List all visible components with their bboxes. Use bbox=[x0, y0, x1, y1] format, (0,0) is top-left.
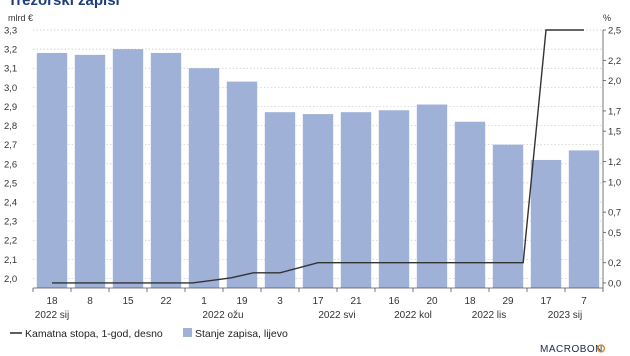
right-tick-label: 0,7 bbox=[608, 208, 621, 219]
bar bbox=[112, 49, 144, 288]
axes bbox=[33, 30, 604, 289]
right-tick-label: 0,0 bbox=[608, 278, 621, 289]
brand-text: MACROBON bbox=[540, 344, 603, 355]
x-tick-label: 19 bbox=[236, 296, 248, 307]
left-tick-label: 2,1 bbox=[4, 255, 17, 266]
x-tick-label: 7 bbox=[581, 296, 587, 307]
right-tick-label: 2,0 bbox=[608, 76, 621, 87]
x-period-label: 2022 lis bbox=[472, 310, 506, 321]
legend-label-rate: Kamatna stopa, 1-god, desno bbox=[25, 328, 163, 340]
x-tick-label: 21 bbox=[350, 296, 362, 307]
left-tick-label: 2,6 bbox=[4, 159, 17, 170]
line-series bbox=[52, 29, 584, 284]
right-tick-label: 0,2 bbox=[608, 258, 621, 269]
x-tick-label: 3 bbox=[277, 296, 283, 307]
left-tick-label: 2,0 bbox=[4, 274, 17, 285]
right-tick-label: 2,5 bbox=[608, 26, 621, 37]
x-tick-label: 16 bbox=[388, 296, 400, 307]
macrobond-logo: MACROBON bbox=[540, 344, 606, 355]
x-tick-label: 29 bbox=[502, 296, 514, 307]
bar bbox=[264, 112, 296, 288]
bar bbox=[226, 81, 258, 288]
left-axis-ticks: 2,0 2,1 2,2 2,3 2,4 2,5 2,6 2,7 2,8 2,9 3,0 3,1 3,2 3… bbox=[4, 26, 17, 285]
x-axis-period-labels: 2022 sij 2022 ožu 2022 svi 2022 kol 2022 lis… bbox=[35, 310, 582, 321]
legend-box-swatch bbox=[183, 328, 192, 337]
x-tick-label: 8 bbox=[87, 296, 93, 307]
left-tick-label: 2,9 bbox=[4, 102, 17, 113]
bar bbox=[568, 150, 600, 288]
left-tick-label: 2,4 bbox=[4, 198, 17, 209]
legend-label-stock: Stanje zapisa, lijevo bbox=[195, 328, 288, 340]
x-period-label: 2023 sij bbox=[548, 310, 582, 321]
x-period-label: 2022 sij bbox=[35, 310, 69, 321]
chart-title: Trezorski zapisi bbox=[8, 0, 120, 9]
bar-series bbox=[36, 49, 600, 289]
x-axis-ticks: 18 8 15 22 1 19 3 17 21 16 20 18 29 17 7 bbox=[32, 288, 604, 307]
left-tick-label: 3,2 bbox=[4, 45, 17, 56]
x-tick-label: 22 bbox=[160, 296, 172, 307]
x-tick-label: 15 bbox=[122, 296, 134, 307]
bar bbox=[378, 110, 410, 289]
right-tick-label: 0,5 bbox=[608, 228, 621, 239]
bar bbox=[74, 54, 106, 288]
left-tick-label: 2,3 bbox=[4, 217, 17, 228]
bar bbox=[492, 144, 524, 288]
right-axis-unit: % bbox=[603, 13, 611, 23]
left-tick-label: 2,5 bbox=[4, 178, 17, 189]
left-tick-label: 3,1 bbox=[4, 64, 17, 75]
bar bbox=[416, 104, 448, 289]
x-tick-label: 17 bbox=[540, 296, 552, 307]
left-axis-unit: mlrd € bbox=[8, 13, 33, 23]
left-tick-label: 2,2 bbox=[4, 236, 17, 247]
bar bbox=[36, 52, 68, 288]
left-tick-label: 2,7 bbox=[4, 140, 17, 151]
bar bbox=[340, 112, 372, 288]
bar bbox=[188, 68, 220, 288]
bar bbox=[530, 159, 562, 288]
right-axis-ticks: 0,0 0,2 0,5 0,7 1,0 1,2 1,5 1,7 2,0 2,2 2,5 bbox=[603, 26, 621, 289]
right-tick-label: 1,5 bbox=[608, 127, 621, 138]
legend: Kamatna stopa, 1-god, desno Stanje zapis… bbox=[10, 328, 288, 340]
right-tick-label: 2,2 bbox=[608, 56, 621, 67]
bar bbox=[454, 121, 486, 288]
x-period-label: 2022 kol bbox=[394, 310, 432, 321]
x-tick-label: 18 bbox=[46, 296, 58, 307]
right-tick-label: 1,7 bbox=[608, 106, 621, 117]
right-tick-label: 1,0 bbox=[608, 177, 621, 188]
bar bbox=[150, 52, 182, 288]
logo-ring-icon bbox=[596, 344, 606, 353]
bar bbox=[302, 114, 334, 288]
left-tick-label: 3,0 bbox=[4, 83, 17, 94]
x-period-label: 2022 svi bbox=[318, 310, 355, 321]
x-tick-label: 18 bbox=[464, 296, 476, 307]
left-tick-label: 3,3 bbox=[4, 26, 17, 37]
x-period-label: 2022 ožu bbox=[202, 310, 243, 321]
x-tick-label: 1 bbox=[201, 296, 207, 307]
left-tick-label: 2,8 bbox=[4, 121, 17, 132]
x-tick-label: 20 bbox=[426, 296, 438, 307]
x-tick-label: 17 bbox=[312, 296, 324, 307]
right-tick-label: 1,2 bbox=[608, 157, 621, 168]
rate-line bbox=[52, 29, 584, 284]
